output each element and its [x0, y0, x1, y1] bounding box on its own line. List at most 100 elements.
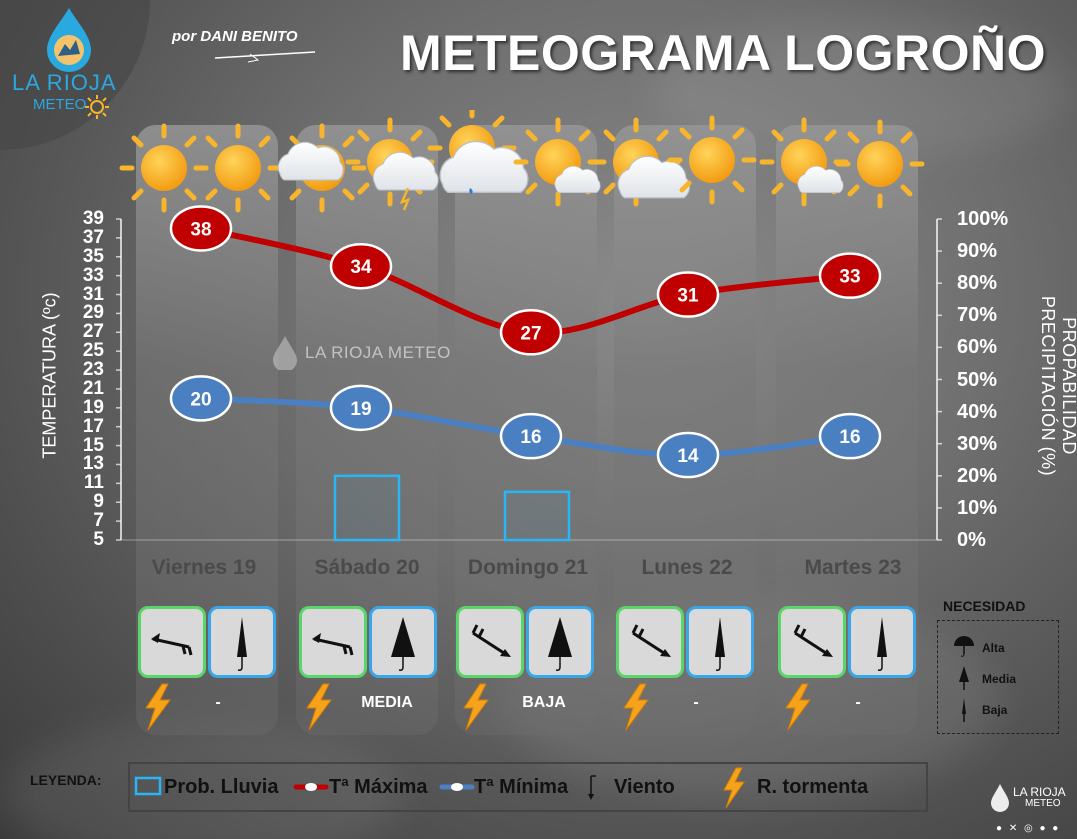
tmax-legend-icon — [293, 783, 329, 791]
precipitation-tick-label: 40% — [957, 400, 998, 423]
precipitation-tick-label: 10% — [957, 496, 998, 519]
rain-legend-icon — [134, 776, 162, 796]
umbrella-half-icon — [959, 666, 969, 690]
temperature-tick-label: 27 — [82, 321, 104, 343]
tmin-legend-icon — [439, 783, 475, 791]
umbrella-need-label: MEDIA — [361, 694, 413, 711]
brand-sub: METEO — [1025, 798, 1061, 809]
tmax-label: 31 — [677, 286, 699, 307]
umbrella-icon — [526, 606, 594, 678]
temperature-tick-label: 29 — [82, 302, 104, 324]
logo-subtext: METEO — [33, 96, 87, 113]
storm-risk-icon — [458, 682, 492, 737]
umbrella-closed-icon — [962, 698, 966, 722]
precipitation-tick-label: 60% — [957, 336, 998, 359]
legend-wind: Viento — [614, 776, 675, 798]
logo-text: LA RIOJA — [12, 70, 117, 95]
day-label: Domingo 21 — [467, 556, 589, 579]
brand-drop-icon — [991, 784, 1009, 812]
wind-southeast-icon — [778, 606, 846, 678]
umbrella-need-label: - — [855, 694, 861, 711]
umbrella-open-icon — [954, 636, 974, 657]
tmax-point — [329, 242, 393, 290]
storm-legend-icon — [723, 767, 745, 809]
precipitation-tick-label: 70% — [957, 304, 998, 327]
legend-box — [128, 762, 928, 812]
need-legend-item: Baja — [982, 703, 1008, 717]
day-label: Martes 23 — [804, 556, 902, 579]
umbrella-need-label: - — [693, 694, 699, 711]
legend-label: LEYENDA: — [30, 772, 102, 788]
precipitation-tick-label: 0% — [957, 529, 986, 551]
tmax-point — [818, 252, 882, 299]
brand-name: LA RIOJA — [1013, 785, 1066, 799]
tmin-point — [656, 431, 720, 479]
tmax-label: 27 — [520, 323, 541, 344]
umbrella-need-label: - — [215, 694, 221, 711]
need-legend-item: Alta — [982, 641, 1005, 655]
storm-risk-icon — [780, 682, 814, 737]
watermark-drop-icon — [273, 336, 297, 370]
wind-west-icon — [299, 606, 367, 678]
social-icons[interactable]: ● ✕ ◎ ● ● — [996, 823, 1061, 834]
watermark-text: LA RIOJA METEO — [305, 343, 451, 362]
precipitation-tick-label: 50% — [957, 368, 998, 391]
precipitation-tick-label: 20% — [957, 464, 998, 487]
umbrella-icon — [686, 606, 754, 678]
rain-probability-bar — [503, 490, 571, 542]
temperature-tick-label: 39 — [82, 208, 104, 229]
temperature-tick-label: 33 — [82, 264, 104, 286]
temperature-tick-label: 31 — [82, 283, 104, 305]
day-label: Sábado 20 — [314, 556, 420, 579]
tmin-label: 20 — [190, 389, 211, 410]
legend-symbols — [134, 767, 745, 809]
tmin-label: 14 — [677, 446, 699, 467]
umbrella-icon — [208, 606, 276, 678]
temperature-tick-label: 13 — [82, 453, 104, 475]
need-legend-box — [937, 620, 1059, 734]
logo-drop-icon — [47, 8, 91, 72]
need-legend-icons — [954, 636, 974, 722]
wind-southeast-icon — [616, 606, 684, 678]
temperature-tick-label: 15 — [82, 434, 104, 456]
tmin-point — [499, 412, 563, 460]
legend-rain: Prob. Lluvia — [164, 776, 279, 798]
storm-risk-icon — [140, 682, 174, 737]
tmax-point — [169, 205, 233, 252]
temperature-tick-label: 25 — [82, 340, 104, 362]
logo-sun-icon — [85, 95, 109, 119]
wind-west-icon — [138, 606, 206, 678]
author-underline — [214, 51, 316, 63]
temperature-tick-label: 35 — [82, 245, 104, 267]
tmax-point — [656, 271, 720, 318]
temperature-tick-label: 9 — [93, 491, 104, 513]
storm-risk-icon — [618, 682, 652, 737]
tmin-point — [169, 375, 233, 422]
tmin-label: 16 — [520, 427, 541, 448]
umbrella-icon — [369, 606, 437, 678]
need-legend-item: Media — [982, 672, 1017, 686]
temperature-tick-label: 21 — [82, 377, 104, 399]
wind-legend-icon — [588, 775, 596, 800]
day-label: Lunes 22 — [641, 556, 733, 579]
umbrella-icon — [848, 606, 916, 678]
legend-tmin: Tª Mínima — [474, 776, 569, 798]
precipitation-tick-label: 30% — [957, 432, 998, 455]
temperature-tick-label: 17 — [82, 415, 104, 437]
tmin-point — [329, 384, 393, 432]
tmax-label: 34 — [350, 257, 372, 278]
page-title: METEOGRAMA LOGROÑO — [400, 25, 1047, 81]
temperature-tick-label: 5 — [93, 529, 104, 550]
rain-probability-bar — [333, 474, 401, 542]
cloud-texture — [0, 720, 400, 839]
umbrella-need-label: BAJA — [522, 694, 566, 711]
temperature-tick-label: 11 — [83, 472, 104, 494]
weather-icons-row — [0, 110, 1077, 220]
wind-southeast-icon — [456, 606, 524, 678]
tmin-point — [818, 412, 882, 460]
precipitation-tick-label: 100% — [957, 208, 1009, 230]
tmin-label: 16 — [839, 427, 860, 448]
storm-cloud-icon — [372, 151, 439, 211]
